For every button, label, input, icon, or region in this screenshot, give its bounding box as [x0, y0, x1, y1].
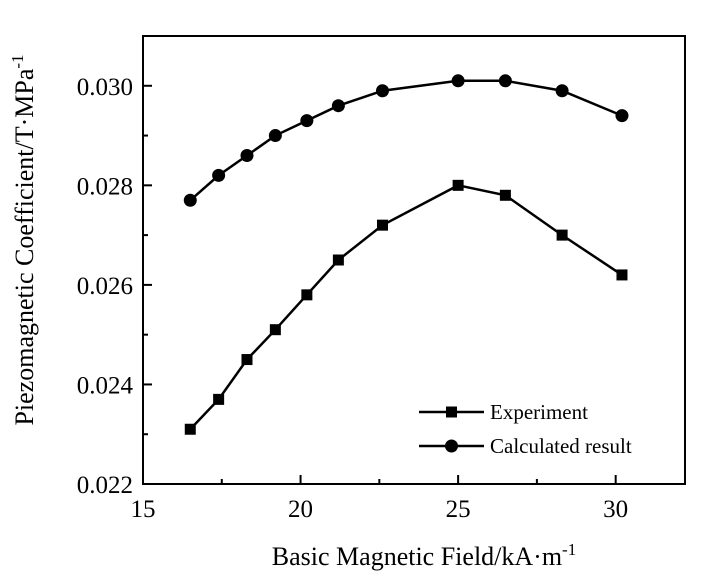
series-line — [189, 184, 623, 431]
data-point — [184, 423, 196, 435]
data-point — [616, 269, 628, 281]
data-point — [499, 189, 511, 201]
y-tick-label: 0.024 — [77, 372, 134, 399]
y-tick-label: 0.028 — [77, 173, 133, 200]
y-tick-label: 0.030 — [77, 74, 133, 101]
x-tick-label: 20 — [288, 496, 313, 523]
x-axis-title: Basic Magnetic Field/kA·m-1 — [272, 540, 576, 571]
x-axis-title-superscript: -1 — [562, 540, 576, 559]
data-point — [269, 324, 281, 336]
x-tick-label: 15 — [131, 496, 156, 523]
y-axis-title: Piezomagnetic Coefficient/T·MPa-1 — [8, 54, 39, 425]
series — [183, 74, 629, 435]
data-point — [301, 289, 313, 301]
data-point — [268, 129, 282, 143]
data-point — [213, 393, 225, 405]
series-calculated-result — [183, 74, 629, 207]
ticks: 15 20 25 30 0.022 0.024 0.026 0.028 0.030 — [77, 74, 628, 523]
series-experiment — [184, 179, 628, 435]
plot-frame — [142, 35, 686, 485]
legend-marker — [446, 406, 457, 418]
data-point — [332, 254, 344, 266]
data-point — [212, 168, 226, 182]
axes — [142, 35, 686, 485]
data-point — [376, 219, 388, 231]
y-tick-label: 0.026 — [77, 273, 133, 300]
x-tick-label: 25 — [446, 496, 471, 523]
legend-label: Calculated result — [490, 434, 632, 458]
y-axis-title-superscript: -1 — [8, 54, 27, 68]
x-tick-label: 30 — [603, 496, 628, 523]
series-line — [189, 79, 623, 202]
legend-marker — [445, 439, 458, 453]
data-point — [241, 354, 253, 366]
data-point — [240, 148, 254, 162]
data-point — [331, 99, 345, 113]
data-point — [451, 74, 465, 88]
y-tick-label: 0.022 — [77, 472, 133, 499]
data-point — [556, 229, 568, 241]
data-point — [555, 84, 569, 98]
data-point — [183, 193, 197, 207]
data-point — [452, 179, 464, 191]
legend: Experiment Calculated result — [419, 400, 632, 458]
data-point — [615, 109, 629, 123]
data-point — [375, 84, 389, 98]
legend-label: Experiment — [490, 400, 588, 424]
data-point — [498, 74, 512, 88]
x-axis-title-main: Basic Magnetic Field/kA·m — [272, 542, 562, 571]
y-axis-title-main: Piezomagnetic Coefficient/T·MPa — [10, 68, 39, 425]
data-point — [300, 114, 314, 128]
